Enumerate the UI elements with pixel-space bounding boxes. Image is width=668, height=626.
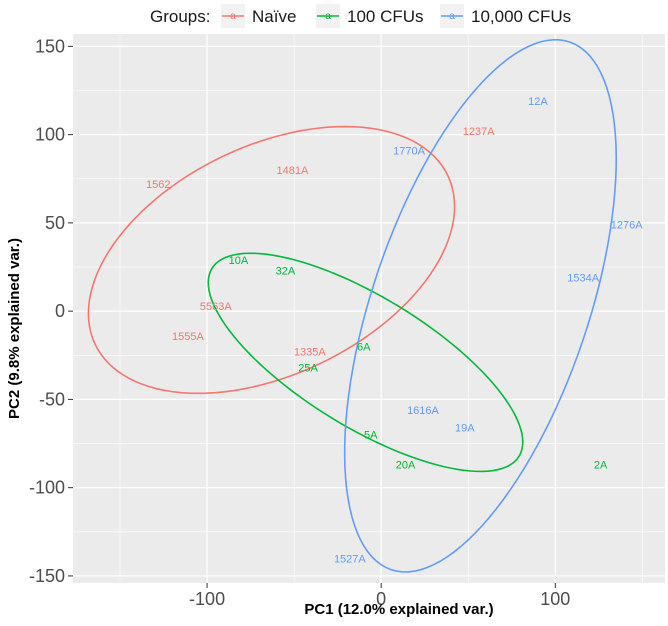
x-axis-title: PC1 (12.0% explained var.): [304, 601, 493, 618]
point-label-1534a: 1534A: [567, 273, 599, 285]
x-tick-label: 100: [540, 589, 570, 609]
point-label-1481a: 1481A: [276, 165, 308, 177]
legend-key-10-000-cfus: a: [440, 4, 464, 28]
legend-key-glyph: a: [230, 11, 236, 22]
point-label-19a: 19A: [455, 423, 475, 435]
point-label-1527a: 1527A: [334, 553, 366, 565]
legend-key-100-cfus: a: [316, 4, 340, 28]
point-label-10a: 10A: [229, 255, 249, 267]
point-label-5563a: 5563A: [200, 301, 232, 313]
legend-title: Groups:: [150, 7, 210, 26]
confidence-ellipses: [87, 39, 618, 573]
legend-label-10-000-cfus: 10,000 CFUs: [471, 7, 571, 26]
point-labels: 1562 1481A 1237A 5563A 1555A 1335A 10A 32A 6A 25A…: [146, 96, 643, 565]
legend-key-glyph: a: [449, 11, 455, 22]
y-axis-title: PC2 (9.8% explained var.): [6, 238, 23, 419]
point-label-25a: 25A: [298, 363, 318, 375]
point-label-32a: 32A: [276, 266, 296, 278]
point-label-1276a: 1276A: [611, 220, 643, 232]
legend: Groups: a Naïve a 100 CFUs a 10,000 CFUs: [150, 4, 571, 28]
axes: 150 100 50 0 -50 -100 -150 -100 0 100: [29, 36, 570, 609]
y-tick-label: 150: [35, 36, 65, 56]
legend-label-100-cfus: 100 CFUs: [347, 7, 424, 26]
ellipse-10-000-cfus: [343, 39, 618, 573]
y-tick-label: -150: [29, 566, 65, 586]
y-tick-label: 0: [55, 301, 65, 321]
point-label-12a: 12A: [528, 96, 548, 108]
point-label-20a: 20A: [396, 460, 416, 472]
point-label-6a: 6A: [357, 341, 371, 353]
point-label-1562: 1562: [146, 179, 170, 191]
y-tick-label: -100: [29, 478, 65, 498]
gridlines: [73, 34, 665, 583]
point-label-1616a: 1616A: [407, 405, 439, 417]
y-tick-label: 100: [35, 125, 65, 145]
x-tick-label: -100: [189, 589, 225, 609]
legend-key-glyph: a: [325, 11, 331, 22]
point-label-1770a: 1770A: [393, 146, 425, 158]
point-label-1335a: 1335A: [294, 347, 326, 359]
ellipse-100-cfus: [207, 252, 524, 473]
x-tick-label: 0: [376, 589, 386, 609]
legend-key-na-ve: a: [221, 4, 245, 28]
point-label-5a: 5A: [364, 430, 378, 442]
point-label-1555a: 1555A: [172, 331, 204, 343]
legend-label-na-ve: Naïve: [252, 7, 296, 26]
y-tick-label: 50: [45, 213, 65, 233]
plot-panel: [73, 34, 665, 583]
y-tick-label: -50: [39, 389, 65, 409]
point-label-2a: 2A: [594, 460, 608, 472]
point-label-1237a: 1237A: [463, 126, 495, 138]
